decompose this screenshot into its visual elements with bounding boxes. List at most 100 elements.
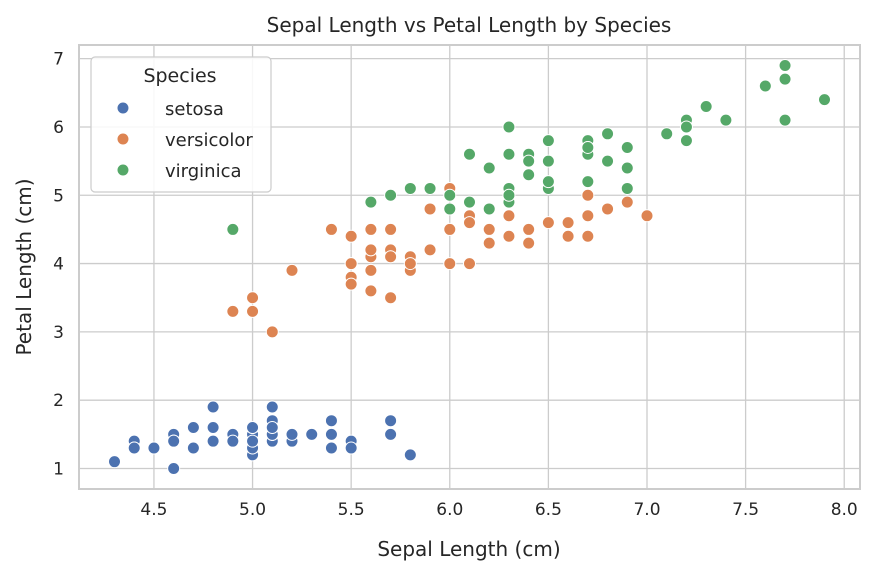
- setosa-point: [285, 427, 299, 441]
- virginica-point: [502, 147, 516, 161]
- versicolor-point: [601, 202, 615, 216]
- virginica-point: [699, 99, 713, 113]
- legend-marker-versicolor: [116, 132, 130, 146]
- versicolor-point: [423, 202, 437, 216]
- versicolor-point: [443, 222, 457, 236]
- setosa-point: [324, 427, 338, 441]
- virginica-point: [601, 127, 615, 141]
- virginica-point: [581, 140, 595, 154]
- setosa-point: [384, 414, 398, 428]
- y-tick-label: 7: [53, 50, 64, 70]
- virginica-point: [679, 134, 693, 148]
- y-tick-label: 6: [53, 118, 64, 138]
- virginica-point: [541, 154, 555, 168]
- versicolor-point: [364, 222, 378, 236]
- versicolor-point: [502, 229, 516, 243]
- x-tick-label: 7.0: [633, 500, 660, 520]
- versicolor-point: [581, 188, 595, 202]
- versicolor-point: [226, 304, 240, 318]
- y-tick-label: 3: [53, 323, 64, 343]
- virginica-point: [522, 168, 536, 182]
- setosa-point: [186, 421, 200, 435]
- versicolor-point: [423, 243, 437, 257]
- tick-labels: 4.5 5.0 5.5 6.0 6.5 7.0 7.5 8.0 1 2 3 4 5 6 7: [53, 50, 858, 520]
- virginica-point: [581, 175, 595, 189]
- virginica-point: [620, 161, 634, 175]
- versicolor-point: [620, 195, 634, 209]
- x-tick-label: 8.0: [831, 500, 858, 520]
- virginica-point: [778, 58, 792, 72]
- versicolor-point: [482, 236, 496, 250]
- legend-label-versicolor: versicolor: [165, 130, 253, 151]
- virginica-point: [679, 120, 693, 134]
- legend-marker-virginica: [116, 163, 130, 177]
- versicolor-point: [384, 222, 398, 236]
- versicolor-point: [265, 325, 279, 339]
- versicolor-point: [522, 222, 536, 236]
- versicolor-point: [364, 263, 378, 277]
- versicolor-point: [443, 257, 457, 271]
- y-axis-label: Petal Length (cm): [12, 178, 36, 355]
- setosa-point: [246, 434, 260, 448]
- versicolor-point: [344, 257, 358, 271]
- versicolor-point: [344, 229, 358, 243]
- virginica-point: [443, 202, 457, 216]
- versicolor-point: [403, 257, 417, 271]
- x-tick-label: 7.5: [732, 500, 759, 520]
- y-tick-label: 1: [53, 460, 64, 480]
- versicolor-point: [324, 222, 338, 236]
- versicolor-point: [364, 284, 378, 298]
- setosa-point: [246, 421, 260, 435]
- virginica-point: [384, 188, 398, 202]
- setosa-point: [186, 441, 200, 455]
- legend: Species setosa versicolor virginica: [90, 56, 272, 193]
- versicolor-point: [541, 216, 555, 230]
- setosa-point: [344, 441, 358, 455]
- virginica-point: [482, 202, 496, 216]
- versicolor-point: [344, 277, 358, 291]
- setosa-point: [206, 400, 220, 414]
- virginica-point: [482, 161, 496, 175]
- setosa-point: [226, 434, 240, 448]
- setosa-point: [108, 455, 121, 469]
- virginica-point: [541, 134, 555, 148]
- versicolor-point: [285, 263, 299, 277]
- setosa-point: [127, 441, 141, 455]
- setosa-point: [167, 434, 181, 448]
- versicolor-point: [246, 304, 260, 318]
- setosa-point: [265, 421, 279, 435]
- setosa-point: [206, 421, 220, 435]
- virginica-point: [502, 188, 516, 202]
- setosa-point: [167, 462, 181, 476]
- setosa-point: [265, 400, 279, 414]
- grid: [79, 45, 860, 489]
- virginica-point: [226, 222, 240, 236]
- plot-frame: [78, 44, 861, 490]
- legend-title: Species: [143, 65, 216, 87]
- virginica-point: [620, 181, 634, 195]
- virginica-point: [403, 181, 417, 195]
- x-tick-label: 5.5: [338, 500, 365, 520]
- versicolor-point: [581, 229, 595, 243]
- setosa-point: [324, 414, 338, 428]
- virginica-point: [423, 181, 437, 195]
- x-axis-label: Sepal Length (cm): [377, 537, 560, 561]
- versicolor-point: [522, 236, 536, 250]
- virginica-point: [758, 79, 772, 93]
- versicolor-point: [463, 216, 476, 230]
- x-tick-label: 6.5: [535, 500, 562, 520]
- virginica-point: [660, 127, 674, 141]
- virginica-point: [541, 175, 555, 189]
- virginica-point: [719, 113, 733, 127]
- versicolor-point: [561, 229, 575, 243]
- setosa-point: [147, 441, 161, 455]
- virginica-point: [778, 113, 792, 127]
- virginica-point: [522, 154, 536, 168]
- setosa-point: [206, 434, 220, 448]
- virginica-point: [601, 154, 615, 168]
- legend-marker-setosa: [116, 101, 130, 115]
- setosa-point: [324, 441, 338, 455]
- virginica-point: [443, 188, 457, 202]
- virginica-point: [502, 120, 516, 134]
